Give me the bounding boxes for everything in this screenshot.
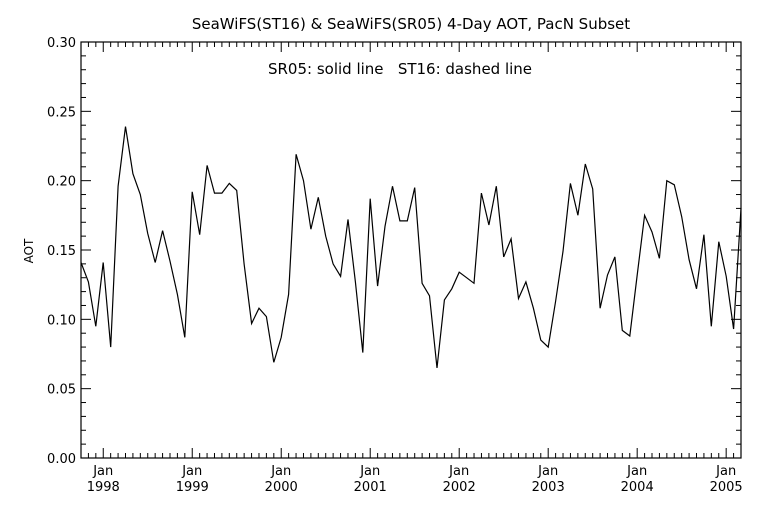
x-tick-year-label: 2004 — [621, 480, 654, 495]
y-tick-label: 0.00 — [47, 452, 76, 467]
x-tick-month-label: Jan — [448, 464, 469, 479]
x-tick-month-label: Jan — [270, 464, 291, 479]
x-tick-month-label: Jan — [92, 464, 113, 479]
y-tick-label: 0.15 — [47, 244, 76, 259]
x-tick-year-label: 2000 — [265, 480, 298, 495]
x-tick-year-label: 2005 — [710, 480, 743, 495]
y-tick-label: 0.10 — [47, 313, 76, 328]
chart-title: SeaWiFS(ST16) & SeaWiFS(SR05) 4-Day AOT,… — [192, 15, 630, 33]
x-tick-year-label: 2003 — [532, 480, 565, 495]
y-tick-label: 0.05 — [47, 383, 76, 398]
series-line-solid — [80, 126, 742, 368]
series-area — [80, 126, 742, 368]
x-tick-month-label: Jan — [181, 464, 202, 479]
x-tick-year-label: 1999 — [176, 480, 209, 495]
y-axis-label: AOT — [22, 238, 36, 263]
x-axis: Jan1998Jan1999Jan2000Jan2001Jan2002Jan20… — [80, 42, 743, 495]
y-tick-label: 0.25 — [47, 105, 76, 120]
x-tick-year-label: 2001 — [354, 480, 387, 495]
x-tick-year-label: 2002 — [443, 480, 476, 495]
x-tick-month-label: Jan — [626, 464, 647, 479]
x-tick-month-label: Jan — [715, 464, 736, 479]
x-tick-month-label: Jan — [537, 464, 558, 479]
y-axis: 0.00 0.05 0.10 0.15 0.20 0.25 0.30 — [47, 36, 741, 467]
x-tick-year-label: 1998 — [87, 480, 120, 495]
plot-frame — [80, 41, 742, 459]
y-tick-label: 0.30 — [47, 36, 76, 51]
y-tick-label: 0.20 — [47, 175, 76, 190]
line-style-annotation: SR05: solid line ST16: dashed line — [268, 60, 532, 78]
x-tick-month-label: Jan — [359, 464, 380, 479]
